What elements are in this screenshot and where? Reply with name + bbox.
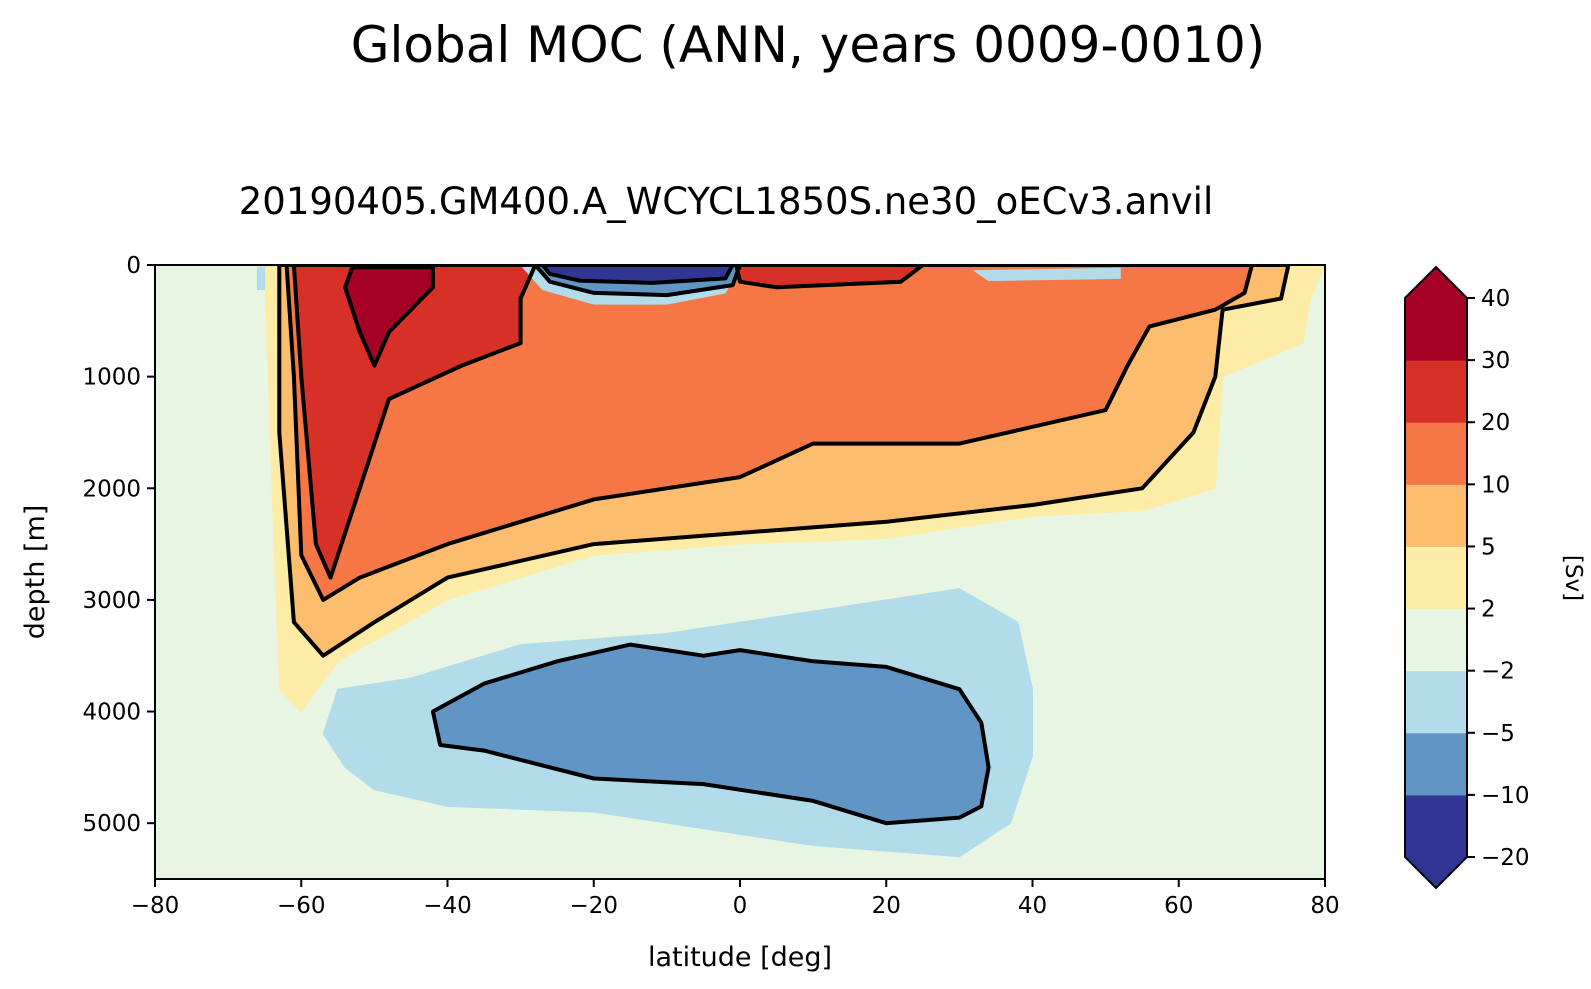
contour-shallow-negative	[533, 265, 742, 298]
contour-upper-cell-30	[343, 265, 435, 368]
x-tick-label: 0	[733, 893, 748, 919]
colorbar-extend-under	[1405, 857, 1467, 888]
x-tick-label: −40	[423, 893, 472, 919]
x-tick-label: 80	[1310, 893, 1339, 919]
colorbar-band	[1405, 484, 1467, 547]
colorbar-band	[1405, 794, 1467, 858]
colorbar-band	[1405, 422, 1467, 485]
x-tick-label: −80	[131, 893, 180, 919]
colorbar-tick-label: 10	[1481, 472, 1510, 498]
colorbar-tick-label: 40	[1481, 286, 1510, 312]
x-tick-label: 40	[1018, 893, 1047, 919]
x-tick-label: −20	[569, 893, 618, 919]
colorbar-extend-over	[1405, 267, 1467, 298]
contour-upper-cell-20-north	[734, 265, 925, 290]
colorbar-tick-label: −10	[1481, 783, 1530, 809]
chart-suptitle: Global MOC (ANN, years 0009-0010)	[351, 16, 1266, 74]
contour-upper-cell-5	[277, 265, 1291, 658]
colorbar-tick-label: 5	[1481, 534, 1496, 560]
y-tick-label: 0	[126, 253, 141, 279]
contour-shallow-negative-strong	[540, 265, 735, 285]
colorbar-tick-label: 20	[1481, 410, 1510, 436]
colorbar-band	[1405, 546, 1467, 610]
colorbar-band	[1405, 298, 1467, 361]
y-tick-label: 3000	[82, 588, 141, 614]
contour-upper-cell-20	[291, 265, 538, 580]
y-tick-label: 4000	[82, 700, 141, 726]
colorbar-band	[1405, 608, 1467, 672]
colorbar-tick-label: −5	[1481, 721, 1515, 747]
y-tick-label: 1000	[82, 365, 141, 391]
colorbar-band	[1405, 670, 1467, 734]
region-surface-north-negative	[972, 267, 1121, 282]
colorbar-band	[1405, 732, 1467, 796]
x-tick-label: 60	[1164, 893, 1193, 919]
y-axis: 0 1000 2000 3000 4000 5000	[82, 253, 155, 837]
colorbar-tick-label: −20	[1481, 845, 1530, 871]
contour-deep-cell-5	[430, 642, 991, 826]
y-axis-label: depth [m]	[20, 505, 51, 640]
colorbar: −20 −10 −5 −2 2 5 10 20 30 40	[1404, 265, 1530, 890]
colorbar-tick-label: −2	[1481, 659, 1515, 685]
chart-title: 20190405.GM400.A_WCYCL1850S.ne30_oECv3.a…	[239, 180, 1214, 223]
y-tick-label: 2000	[82, 476, 141, 502]
x-tick-label: −60	[277, 893, 326, 919]
y-tick-label: 5000	[82, 811, 141, 837]
contour-lines	[277, 265, 1291, 826]
colorbar-tick-label: 30	[1481, 348, 1510, 374]
x-axis-label: latitude [deg]	[648, 942, 832, 973]
contour-upper-cell-10	[284, 265, 1254, 602]
x-tick-label: 20	[872, 893, 901, 919]
region-surface-far-south-negative	[256, 266, 266, 291]
colorbar-band	[1405, 360, 1467, 423]
plot-area	[154, 264, 1326, 880]
colorbar-tick-label: 2	[1481, 597, 1496, 623]
colorbar-label: [Sv]	[1560, 555, 1586, 601]
x-axis: −80 −60 −40 −20 0 20 40 60 80	[131, 879, 1340, 919]
